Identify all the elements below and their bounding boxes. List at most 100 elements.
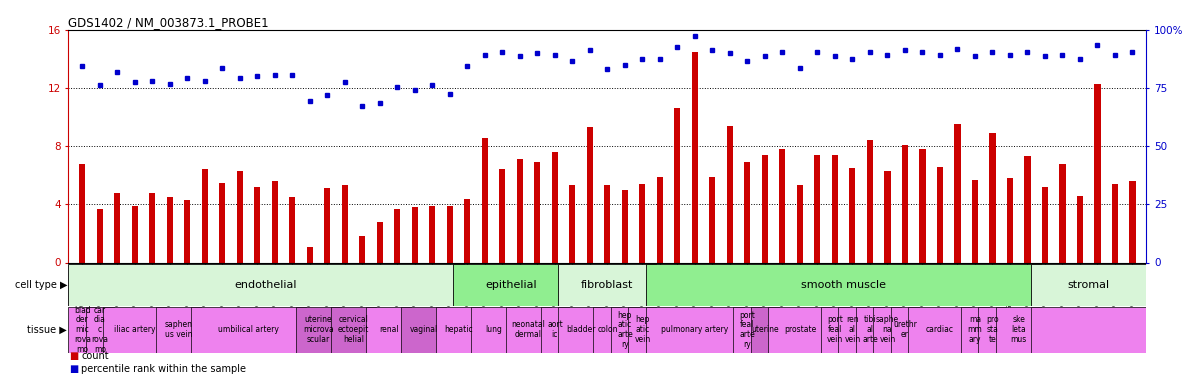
Bar <box>558 307 604 352</box>
Text: uterine: uterine <box>751 325 779 334</box>
Bar <box>365 307 411 352</box>
Text: ma
mm
ary: ma mm ary <box>968 315 982 344</box>
Bar <box>629 307 657 352</box>
Bar <box>955 124 961 262</box>
Text: ■: ■ <box>69 351 79 361</box>
Bar <box>79 164 85 262</box>
Bar <box>359 236 365 262</box>
Bar <box>540 307 569 352</box>
Bar <box>1077 196 1083 262</box>
Bar <box>751 307 779 352</box>
Bar <box>500 170 506 262</box>
Text: bladder: bladder <box>567 325 595 334</box>
Bar <box>1095 84 1101 262</box>
Bar <box>68 307 96 352</box>
Text: hep
atic
arte
ry: hep atic arte ry <box>617 310 633 349</box>
Bar <box>1042 187 1048 262</box>
Bar <box>996 307 1041 352</box>
Text: ren
al
vein: ren al vein <box>845 315 860 344</box>
Text: saphe
na
vein: saphe na vein <box>876 315 898 344</box>
Bar <box>237 171 243 262</box>
Text: saphen
us vein: saphen us vein <box>164 320 193 339</box>
Bar <box>471 307 516 352</box>
Bar <box>453 264 569 306</box>
Text: percentile rank within the sample: percentile rank within the sample <box>81 364 247 374</box>
Bar <box>201 170 208 262</box>
Text: pulmonary artery: pulmonary artery <box>661 325 728 334</box>
Bar <box>891 307 919 352</box>
Bar <box>132 206 138 262</box>
Bar <box>733 307 762 352</box>
Bar <box>611 307 639 352</box>
Bar <box>552 152 558 262</box>
Text: fibroblast: fibroblast <box>581 280 634 290</box>
Bar <box>884 171 890 262</box>
Bar <box>873 307 901 352</box>
Text: ■: ■ <box>69 364 79 374</box>
Bar <box>640 184 646 262</box>
Bar <box>762 155 768 262</box>
Bar <box>569 186 575 262</box>
Text: lung: lung <box>485 325 502 334</box>
Text: ske
leta
mus: ske leta mus <box>1011 315 1027 344</box>
Bar <box>482 138 488 262</box>
Bar <box>429 206 435 262</box>
Text: cardiac: cardiac <box>926 325 954 334</box>
Bar <box>691 52 698 262</box>
Bar <box>296 307 341 352</box>
Text: cell type ▶: cell type ▶ <box>14 280 67 290</box>
Bar <box>744 162 750 262</box>
Bar <box>184 200 190 262</box>
Text: tibi
al
arte: tibi al arte <box>863 315 878 344</box>
Bar <box>1112 184 1118 262</box>
Bar <box>516 159 524 262</box>
Bar <box>114 193 120 262</box>
Bar <box>780 149 786 262</box>
Text: uterine
microva
scular: uterine microva scular <box>303 315 334 344</box>
Bar <box>412 207 418 262</box>
Text: stromal: stromal <box>1067 280 1109 290</box>
Bar <box>1006 178 1014 262</box>
Bar <box>979 307 1006 352</box>
Text: port
feal
vein: port feal vein <box>827 315 843 344</box>
Bar <box>534 162 540 262</box>
Bar <box>394 209 400 262</box>
Text: car
dia
c
rova
mo: car dia c rova mo <box>91 306 108 354</box>
Bar <box>190 307 307 352</box>
Bar <box>821 307 849 352</box>
Bar <box>272 181 278 262</box>
Text: endothelial: endothelial <box>235 280 297 290</box>
Bar <box>156 307 201 352</box>
Text: count: count <box>81 351 109 361</box>
Bar <box>68 264 464 306</box>
Text: neonatal
dermal: neonatal dermal <box>512 320 545 339</box>
Bar <box>919 149 926 262</box>
Bar <box>727 126 733 262</box>
Bar <box>401 307 447 352</box>
Bar <box>908 307 972 352</box>
Bar <box>657 177 662 262</box>
Bar <box>254 187 260 262</box>
Bar <box>219 183 225 262</box>
Bar <box>849 168 855 262</box>
Bar <box>593 307 622 352</box>
Bar <box>937 166 943 262</box>
Bar <box>815 155 821 262</box>
Bar <box>436 307 482 352</box>
Text: renal: renal <box>379 325 399 334</box>
Bar <box>961 307 990 352</box>
Text: cervical
ectoepit
helial: cervical ectoepit helial <box>338 315 369 344</box>
Bar <box>97 209 103 262</box>
Bar <box>768 307 831 352</box>
Bar <box>1031 264 1146 306</box>
Bar <box>447 206 453 262</box>
Text: blad
der
mic
rova
mo: blad der mic rova mo <box>74 306 91 354</box>
Bar <box>506 307 551 352</box>
Bar <box>103 307 167 352</box>
Bar <box>622 190 628 262</box>
Bar <box>797 186 803 262</box>
Bar <box>1059 164 1065 262</box>
Bar <box>972 180 978 262</box>
Bar <box>867 140 873 262</box>
Text: pro
sta
te: pro sta te <box>986 315 999 344</box>
